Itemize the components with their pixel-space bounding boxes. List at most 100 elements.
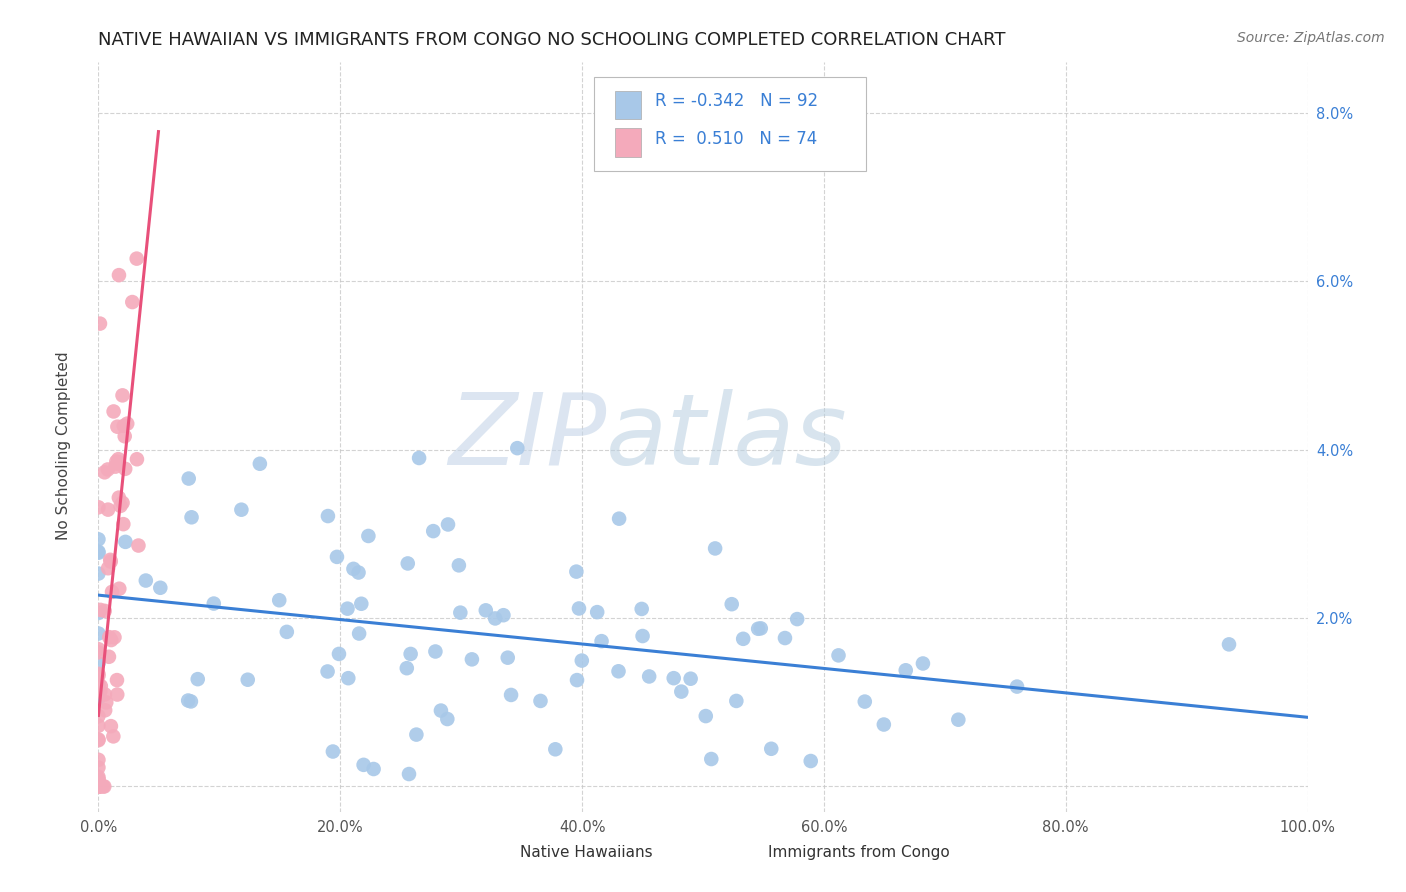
Point xyxy=(107,457,129,471)
Point xyxy=(87,666,110,681)
Point xyxy=(1005,680,1028,694)
Point xyxy=(110,499,132,513)
Point xyxy=(91,780,114,794)
Point xyxy=(177,472,200,486)
Point xyxy=(89,684,111,698)
Point xyxy=(114,534,136,549)
Point xyxy=(87,682,110,697)
Point xyxy=(395,661,418,675)
Point xyxy=(96,695,118,709)
Point xyxy=(430,704,453,718)
Point xyxy=(105,454,128,468)
Point xyxy=(87,533,110,547)
Point xyxy=(1218,637,1240,651)
Text: ZIP: ZIP xyxy=(449,389,606,485)
Point xyxy=(98,553,121,567)
Point xyxy=(679,672,702,686)
Point xyxy=(121,295,143,310)
Point xyxy=(100,555,122,569)
Point xyxy=(108,582,131,596)
Point xyxy=(363,762,385,776)
Point xyxy=(125,252,148,266)
Point xyxy=(87,780,110,794)
Point xyxy=(111,388,134,402)
Point xyxy=(342,562,364,576)
Point xyxy=(948,713,970,727)
Point xyxy=(87,677,110,691)
Point xyxy=(800,754,823,768)
Point xyxy=(87,500,110,515)
Bar xyxy=(614,91,641,120)
Bar xyxy=(734,842,759,868)
Point xyxy=(347,566,370,580)
Point xyxy=(108,455,131,469)
Point xyxy=(749,621,772,635)
Point xyxy=(269,593,291,607)
Point xyxy=(87,545,110,559)
Point xyxy=(89,317,111,331)
Point xyxy=(93,780,115,794)
Point xyxy=(103,404,125,418)
Point xyxy=(114,429,136,443)
Point xyxy=(720,597,742,611)
Point xyxy=(475,603,498,617)
Point xyxy=(761,741,783,756)
Point xyxy=(568,601,591,615)
Point xyxy=(87,772,110,786)
Point xyxy=(111,496,134,510)
Point xyxy=(236,673,259,687)
Point xyxy=(112,517,135,532)
Point xyxy=(747,622,769,636)
Point xyxy=(105,688,128,702)
Point xyxy=(894,663,917,677)
Point xyxy=(631,629,654,643)
Point xyxy=(353,757,375,772)
Point xyxy=(98,630,121,644)
Point xyxy=(93,604,115,618)
Point xyxy=(322,745,344,759)
Point xyxy=(396,557,419,571)
Point xyxy=(347,626,370,640)
Point xyxy=(249,457,271,471)
Text: No Schooling Completed: No Schooling Completed xyxy=(56,351,70,541)
Point xyxy=(108,491,131,505)
Point xyxy=(357,529,380,543)
Point xyxy=(87,657,110,671)
Text: R = -0.342   N = 92: R = -0.342 N = 92 xyxy=(655,93,818,111)
Point xyxy=(447,558,470,573)
Text: R =  0.510   N = 74: R = 0.510 N = 74 xyxy=(655,130,817,148)
Point xyxy=(350,597,373,611)
Point xyxy=(100,633,122,648)
Point xyxy=(733,632,755,646)
Point xyxy=(853,695,876,709)
Point xyxy=(496,650,519,665)
Point xyxy=(529,694,551,708)
Point xyxy=(97,502,120,516)
Point xyxy=(607,511,630,525)
Point xyxy=(704,541,727,556)
Point xyxy=(695,709,717,723)
Point xyxy=(449,606,471,620)
FancyBboxPatch shape xyxy=(595,78,866,171)
Point xyxy=(87,780,110,794)
Point xyxy=(87,645,110,659)
Point xyxy=(187,672,209,686)
Point xyxy=(638,669,661,683)
Point xyxy=(565,565,588,579)
Point xyxy=(105,673,128,687)
Point xyxy=(87,732,110,747)
Point xyxy=(911,657,934,671)
Point xyxy=(571,654,593,668)
Point xyxy=(180,510,202,524)
Text: NATIVE HAWAIIAN VS IMMIGRANTS FROM CONGO NO SCHOOLING COMPLETED CORRELATION CHAR: NATIVE HAWAIIAN VS IMMIGRANTS FROM CONGO… xyxy=(98,31,1005,49)
Point xyxy=(94,687,117,701)
Point xyxy=(87,606,110,620)
Point xyxy=(97,649,120,664)
Point xyxy=(112,418,135,433)
Point xyxy=(103,730,125,744)
Point xyxy=(87,753,110,767)
Point xyxy=(90,679,112,693)
Point xyxy=(873,717,896,731)
Point xyxy=(499,688,522,702)
Point xyxy=(114,462,136,476)
